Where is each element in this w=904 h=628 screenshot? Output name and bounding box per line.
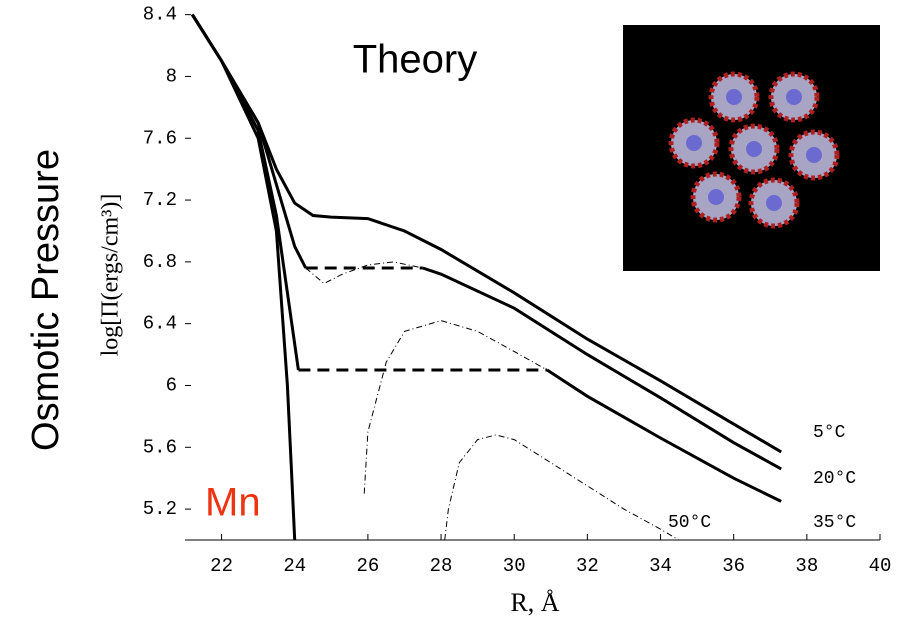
series-label: 50°C [668,513,711,533]
annotation: Mn [205,481,261,525]
chart-title: Theory [353,38,478,82]
y-tick-label: 8 [166,65,177,87]
x-tick-label: 24 [283,555,306,577]
y-tick-label: 6.4 [143,313,177,335]
x-tick-label: 40 [869,555,892,577]
x-tick-label: 28 [430,555,453,577]
y-tick-label: 5.6 [143,436,177,458]
spinodal-line [363,320,548,494]
x-tick-label: 36 [722,555,745,577]
x-tick-label: 32 [576,555,599,577]
x-tick-label: 34 [649,555,672,577]
plot-area [191,13,782,541]
spinodal-line [305,261,423,285]
series-label: 20°C [813,469,856,489]
series-label: 35°C [813,513,856,533]
side-label: Osmotic Pressure [25,149,67,451]
x-tick-label: 30 [503,555,526,577]
series-label: 5°C [813,423,846,443]
x-tick-label: 38 [795,555,818,577]
y-tick-label: 7.6 [143,127,177,149]
inset-image [623,25,880,271]
series-line [191,13,297,541]
y-tick-label: 6 [166,374,177,396]
y-tick-label: 7.2 [143,189,177,211]
x-tick-label: 22 [210,555,233,577]
spinodal-line [444,434,680,541]
y-axis-label: log[Π(ergs/cm³)] [98,194,124,357]
y-tick-label: 5.2 [143,498,177,520]
x-tick-label: 26 [356,555,379,577]
x-axis-label: R, Å [510,588,559,617]
y-tick-label: 6.8 [143,251,177,273]
y-tick-label: 8.4 [143,4,177,26]
